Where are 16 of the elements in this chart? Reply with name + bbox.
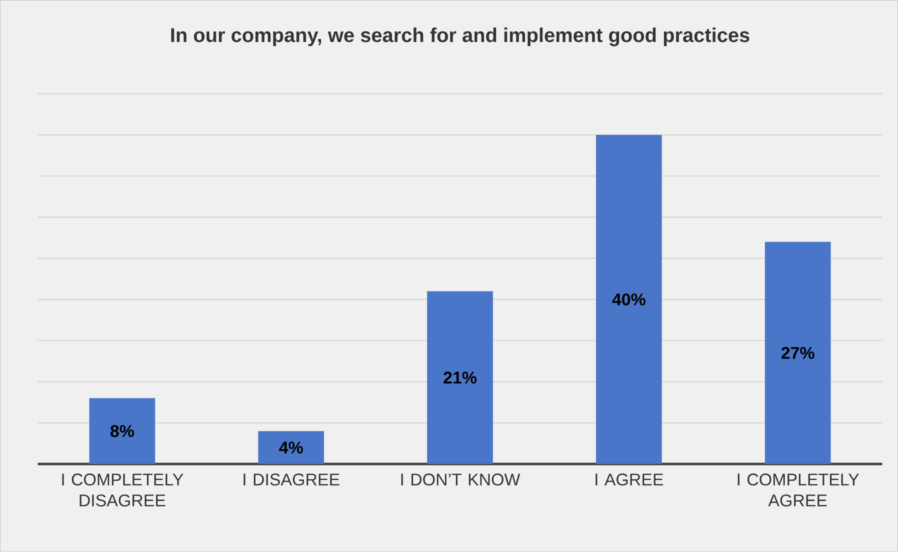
x-tick-label: I COMPLETELY DISAGREE bbox=[62, 474, 184, 507]
bar bbox=[764, 242, 831, 464]
chart-title: In our company, we search for and implement good practices bbox=[171, 28, 750, 46]
bar bbox=[596, 135, 662, 464]
data-label: 8% bbox=[110, 425, 134, 438]
bar bbox=[258, 431, 324, 464]
x-tick-label: I AGREE bbox=[596, 474, 664, 486]
data-label: 27% bbox=[781, 347, 814, 360]
bar bbox=[427, 291, 493, 464]
data-label: 21% bbox=[444, 372, 477, 384]
bar bbox=[89, 398, 156, 464]
x-tick-label: I DISAGREE bbox=[244, 474, 340, 486]
x-tick-label: I DON’T KNOW bbox=[401, 474, 520, 486]
data-label: 4% bbox=[279, 442, 303, 454]
x-tick-label: I COMPLETELY AGREE bbox=[738, 474, 860, 507]
data-label: 40% bbox=[612, 294, 646, 306]
